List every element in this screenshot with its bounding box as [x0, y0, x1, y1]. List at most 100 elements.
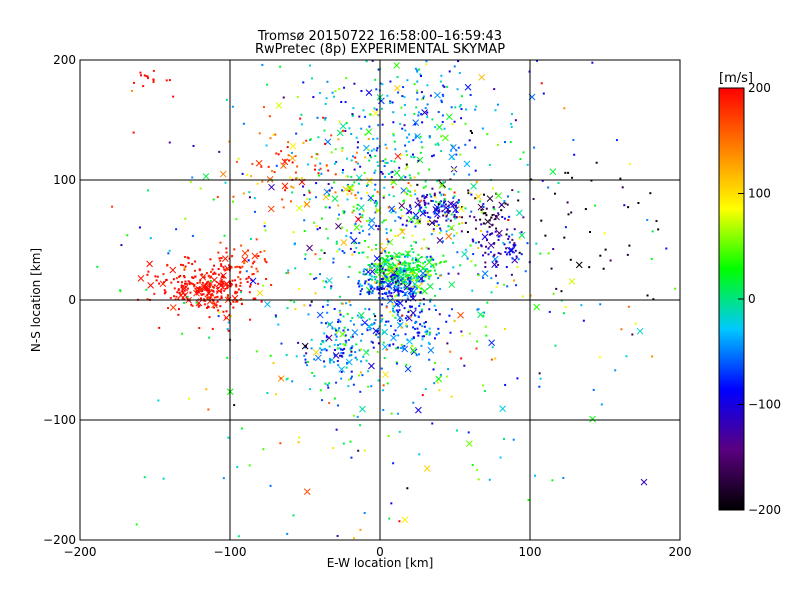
scatter-point-dot — [267, 165, 270, 168]
scatter-point-dot — [400, 106, 403, 109]
scatter-point-dot — [547, 186, 550, 189]
scatter-point-dot — [310, 347, 313, 350]
scatter-point-x — [401, 345, 409, 353]
scatter-point-dot — [441, 240, 444, 243]
scatter-point-dot — [404, 176, 407, 179]
scatter-point-dot — [313, 374, 316, 377]
scatter-point-dot — [456, 201, 459, 204]
scatter-point-dot — [459, 153, 462, 156]
scatter-point-dot — [421, 98, 424, 101]
scatter-point-dot — [363, 282, 366, 285]
scatter-point-dot — [342, 329, 345, 332]
scatter-point-dot — [352, 209, 355, 212]
scatter-point-dot — [416, 98, 419, 101]
scatter-point-x — [499, 405, 507, 413]
scatter-point-dot — [313, 358, 316, 361]
scatter-point-dot — [313, 221, 316, 224]
scatter-point-dot — [411, 259, 414, 262]
scatter-point-dot — [292, 231, 295, 234]
scatter-point-dot — [390, 502, 393, 505]
scatter-point-dot — [373, 107, 376, 110]
scatter-point-dot — [184, 282, 187, 285]
scatter-point-x — [478, 73, 486, 81]
scatter-point-dot — [417, 277, 420, 280]
scatter-point-dot — [355, 343, 358, 346]
scatter-point-dot — [219, 280, 222, 283]
scatter-point-dot — [564, 171, 567, 174]
scatter-point-dot — [212, 198, 215, 201]
scatter-point-dot — [429, 300, 432, 303]
scatter-point-dot — [188, 281, 191, 284]
colorbar-tick-label: 200 — [748, 81, 771, 95]
scatter-point-dot — [373, 171, 376, 174]
scatter-point-dot — [220, 296, 223, 299]
scatter-point-dot — [399, 279, 402, 282]
scatter-point-dot — [444, 213, 447, 216]
scatter-point-dot — [451, 123, 454, 126]
scatter-point-dot — [424, 275, 427, 278]
scatter-point-dot — [423, 275, 426, 278]
scatter-point-dot — [391, 277, 394, 280]
scatter-point-dot — [520, 231, 523, 234]
scatter-point-dot — [406, 165, 409, 168]
scatter-point-dot — [180, 281, 183, 284]
scatter-point-dot — [181, 332, 184, 335]
scatter-point-dot — [145, 288, 148, 291]
scatter-point-dot — [443, 201, 446, 204]
scatter-point-dot — [321, 340, 324, 343]
scatter-point-dot — [405, 154, 408, 157]
scatter-point-dot — [480, 211, 483, 214]
scatter-point-dot — [410, 155, 413, 158]
scatter-point-dot — [449, 178, 452, 181]
scatter-point-dot — [407, 254, 410, 257]
scatter-point-dot — [394, 281, 397, 284]
scatter-point-dot — [120, 244, 123, 247]
scatter-point-dot — [426, 271, 429, 274]
scatter-point-dot — [326, 303, 329, 306]
scatter-point-dot — [405, 163, 408, 166]
scatter-point-dot — [416, 279, 419, 282]
scatter-point-dot — [131, 89, 134, 92]
scatter-point-dot — [366, 183, 369, 186]
scatter-point-dot — [453, 120, 456, 123]
scatter-point-dot — [262, 448, 265, 451]
scatter-point-dot — [431, 200, 434, 203]
scatter-point-dot — [315, 277, 318, 280]
scatter-point-dot — [217, 273, 220, 276]
scatter-point-dot — [619, 177, 622, 180]
scatter-point-x — [394, 152, 402, 160]
scatter-point-dot — [401, 214, 404, 217]
scatter-point-dot — [199, 297, 202, 300]
scatter-point-dot — [406, 268, 409, 271]
scatter-point-dot — [626, 253, 629, 256]
scatter-point-dot — [431, 422, 434, 425]
scatter-point-dot — [389, 283, 392, 286]
scatter-point-dot — [335, 381, 338, 384]
scatter-point-dot — [361, 374, 364, 377]
scatter-point-x — [382, 371, 389, 378]
scatter-point-dot — [347, 378, 350, 381]
scatter-point-dot — [550, 267, 553, 270]
scatter-point-dot — [373, 188, 376, 191]
scatter-point-dot — [506, 195, 509, 198]
scatter-point-dot — [242, 192, 245, 195]
scatter-point-dot — [328, 382, 331, 385]
scatter-point-dot — [255, 267, 258, 270]
scatter-point-dot — [436, 216, 439, 219]
scatter-point-dot — [397, 260, 400, 263]
scatter-point-dot — [220, 290, 223, 293]
scatter-point-dot — [396, 273, 399, 276]
scatter-point-dot — [318, 92, 321, 95]
scatter-point-dot — [351, 113, 354, 116]
scatter-point-dot — [354, 194, 357, 197]
scatter-point-dot — [187, 280, 190, 283]
scatter-point-dot — [423, 322, 426, 325]
scatter-point-dot — [147, 270, 150, 273]
scatter-point-dot — [455, 204, 458, 207]
scatter-point-dot — [393, 270, 396, 273]
scatter-point-dot — [392, 195, 395, 198]
scatter-point-dot — [381, 270, 384, 273]
scatter-point-dot — [399, 283, 402, 286]
scatter-point-dot — [316, 228, 319, 231]
